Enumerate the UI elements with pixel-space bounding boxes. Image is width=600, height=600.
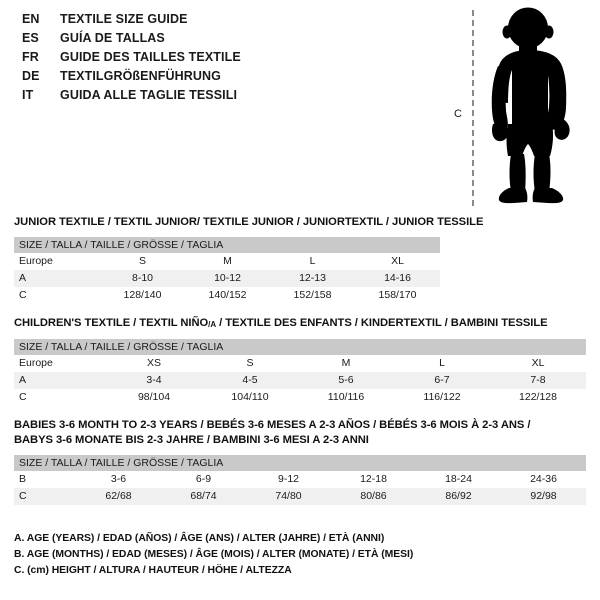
table-cell: 86/92 bbox=[416, 488, 501, 505]
table-cell: 10-12 bbox=[185, 270, 270, 287]
height-measure-label: C bbox=[454, 108, 462, 120]
section-title-babies-line2: BABYS 3-6 MONATE BIS 2-3 JAHRE / BAMBINI… bbox=[14, 434, 369, 446]
title-row: IT GUIDA ALLE TAGLIE TESSILI bbox=[22, 88, 422, 107]
table-row: A 3-4 4-5 5-6 6-7 7-8 bbox=[14, 372, 586, 389]
toddler-silhouette-icon bbox=[491, 7, 570, 204]
section-babies-textile: BABIES 3-6 MONTH TO 2-3 YEARS / BEBÉS 3-… bbox=[14, 418, 587, 505]
table-cell: M bbox=[298, 355, 394, 372]
row-label: Europe bbox=[14, 355, 106, 372]
legend-line-c: C. (cm) HEIGHT / ALTURA / HAUTEUR / HÖHE… bbox=[14, 565, 292, 576]
table-band-header: SIZE / TALLA / TAILLE / GRÖSSE / TAGLIA bbox=[14, 237, 441, 253]
junior-size-table: SIZE / TALLA / TAILLE / GRÖSSE / TAGLIA … bbox=[14, 237, 441, 304]
table-cell: 152/158 bbox=[270, 287, 355, 304]
table-row: A 8-10 10-12 12-13 14-16 bbox=[14, 270, 441, 287]
title-row: ES GUÍA DE TALLAS bbox=[22, 31, 422, 50]
table-cell: 92/98 bbox=[501, 488, 587, 505]
table-cell: L bbox=[270, 253, 355, 270]
table-cell: 12-13 bbox=[270, 270, 355, 287]
table-cell: 3-6 bbox=[76, 471, 161, 488]
band-label-children: SIZE / TALLA / TAILLE / GRÖSSE / TAGLIA bbox=[14, 339, 586, 355]
table-cell: 110/116 bbox=[298, 389, 394, 406]
section-title-babies-line1: BABIES 3-6 MONTH TO 2-3 YEARS / BEBÉS 3-… bbox=[14, 419, 531, 431]
band-label-junior: SIZE / TALLA / TAILLE / GRÖSSE / TAGLIA bbox=[14, 237, 441, 253]
table-cell: XL bbox=[355, 253, 441, 270]
table-cell: 4-5 bbox=[202, 372, 298, 389]
table-cell: 128/140 bbox=[100, 287, 185, 304]
table-cell: 158/170 bbox=[355, 287, 441, 304]
table-cell: 6-7 bbox=[394, 372, 490, 389]
language-title-block: EN TEXTILE SIZE GUIDE ES GUÍA DE TALLAS … bbox=[22, 12, 422, 107]
table-cell: 122/128 bbox=[490, 389, 586, 406]
table-cell: 80/86 bbox=[331, 488, 416, 505]
row-label: Europe bbox=[14, 253, 100, 270]
title-row: DE TEXTILGRÖßENFÜHRUNG bbox=[22, 69, 422, 88]
table-cell: XS bbox=[106, 355, 202, 372]
height-dashed-line bbox=[472, 10, 474, 206]
table-cell: 7-8 bbox=[490, 372, 586, 389]
title-row: FR GUIDE DES TAILLES TEXTILE bbox=[22, 50, 422, 69]
title-text-en: TEXTILE SIZE GUIDE bbox=[60, 12, 188, 26]
table-cell: XL bbox=[490, 355, 586, 372]
table-cell: 140/152 bbox=[185, 287, 270, 304]
section-junior-textile: JUNIOR TEXTILE / TEXTIL JUNIOR/ TEXTILE … bbox=[14, 215, 483, 304]
title-text-it: GUIDA ALLE TAGLIE TESSILI bbox=[60, 88, 238, 102]
table-row: Europe S M L XL bbox=[14, 253, 441, 270]
table-cell: 14-16 bbox=[355, 270, 441, 287]
table-cell: 18-24 bbox=[416, 471, 501, 488]
table-cell: 62/68 bbox=[76, 488, 161, 505]
table-cell: 104/110 bbox=[202, 389, 298, 406]
table-row: C 128/140 140/152 152/158 158/170 bbox=[14, 287, 441, 304]
row-label: A bbox=[14, 270, 100, 287]
legend-line-a: A. AGE (YEARS) / EDAD (AÑOS) / ÂGE (ANS)… bbox=[14, 533, 385, 544]
language-code-fr: FR bbox=[22, 50, 39, 64]
table-cell: 24-36 bbox=[501, 471, 587, 488]
language-code-en: EN bbox=[22, 12, 40, 26]
title-text-de: TEXTILGRÖßENFÜHRUNG bbox=[60, 69, 221, 83]
table-row: C 62/68 68/74 74/80 80/86 86/92 92/98 bbox=[14, 488, 587, 505]
table-cell: 12-18 bbox=[331, 471, 416, 488]
table-cell: 5-6 bbox=[298, 372, 394, 389]
table-row: B 3-6 6-9 9-12 12-18 18-24 24-36 bbox=[14, 471, 587, 488]
babies-size-table: SIZE / TALLA / TAILLE / GRÖSSE / TAGLIA … bbox=[14, 455, 587, 505]
table-cell: 98/104 bbox=[106, 389, 202, 406]
table-row: C 98/104 104/110 110/116 116/122 122/128 bbox=[14, 389, 586, 406]
table-row: Europe XS S M L XL bbox=[14, 355, 586, 372]
section-title-children-pre: CHILDREN'S TEXTILE / TEXTIL NIÑO bbox=[14, 317, 209, 329]
language-code-es: ES bbox=[22, 31, 39, 45]
row-label: C bbox=[14, 488, 76, 505]
section-title-children-post: / TEXTILE DES ENFANTS / KINDERTEXTIL / B… bbox=[216, 317, 548, 329]
table-cell: 8-10 bbox=[100, 270, 185, 287]
section-childrens-textile: CHILDREN'S TEXTILE / TEXTIL NIÑO/A / TEX… bbox=[14, 316, 586, 406]
table-cell: 116/122 bbox=[394, 389, 490, 406]
children-size-table: SIZE / TALLA / TAILLE / GRÖSSE / TAGLIA … bbox=[14, 339, 586, 406]
legend-line-b: B. AGE (MONTHS) / EDAD (MESES) / ÂGE (MO… bbox=[14, 549, 414, 560]
table-cell: S bbox=[100, 253, 185, 270]
row-label: C bbox=[14, 389, 106, 406]
band-label-babies: SIZE / TALLA / TAILLE / GRÖSSE / TAGLIA bbox=[14, 455, 587, 471]
table-band-header: SIZE / TALLA / TAILLE / GRÖSSE / TAGLIA bbox=[14, 455, 587, 471]
height-measurement-figure: C bbox=[440, 4, 600, 212]
section-title-children-sub: /A bbox=[208, 320, 217, 329]
table-cell: L bbox=[394, 355, 490, 372]
row-label: A bbox=[14, 372, 106, 389]
row-label: C bbox=[14, 287, 100, 304]
table-cell: 68/74 bbox=[161, 488, 246, 505]
row-label: B bbox=[14, 471, 76, 488]
table-cell: S bbox=[202, 355, 298, 372]
language-code-de: DE bbox=[22, 69, 40, 83]
table-cell: 6-9 bbox=[161, 471, 246, 488]
table-cell: M bbox=[185, 253, 270, 270]
title-text-es: GUÍA DE TALLAS bbox=[60, 31, 165, 45]
title-text-fr: GUIDE DES TAILLES TEXTILE bbox=[60, 50, 241, 64]
table-band-header: SIZE / TALLA / TAILLE / GRÖSSE / TAGLIA bbox=[14, 339, 586, 355]
language-code-it: IT bbox=[22, 88, 34, 102]
section-title-junior: JUNIOR TEXTILE / TEXTIL JUNIOR/ TEXTILE … bbox=[14, 216, 484, 228]
section-title-children: CHILDREN'S TEXTILE / TEXTIL NIÑO/A / TEX… bbox=[14, 316, 586, 332]
table-cell: 3-4 bbox=[106, 372, 202, 389]
table-cell: 74/80 bbox=[246, 488, 331, 505]
table-cell: 9-12 bbox=[246, 471, 331, 488]
title-row: EN TEXTILE SIZE GUIDE bbox=[22, 12, 422, 31]
measurement-legend: A. AGE (YEARS) / EDAD (AÑOS) / ÂGE (ANS)… bbox=[14, 531, 454, 579]
